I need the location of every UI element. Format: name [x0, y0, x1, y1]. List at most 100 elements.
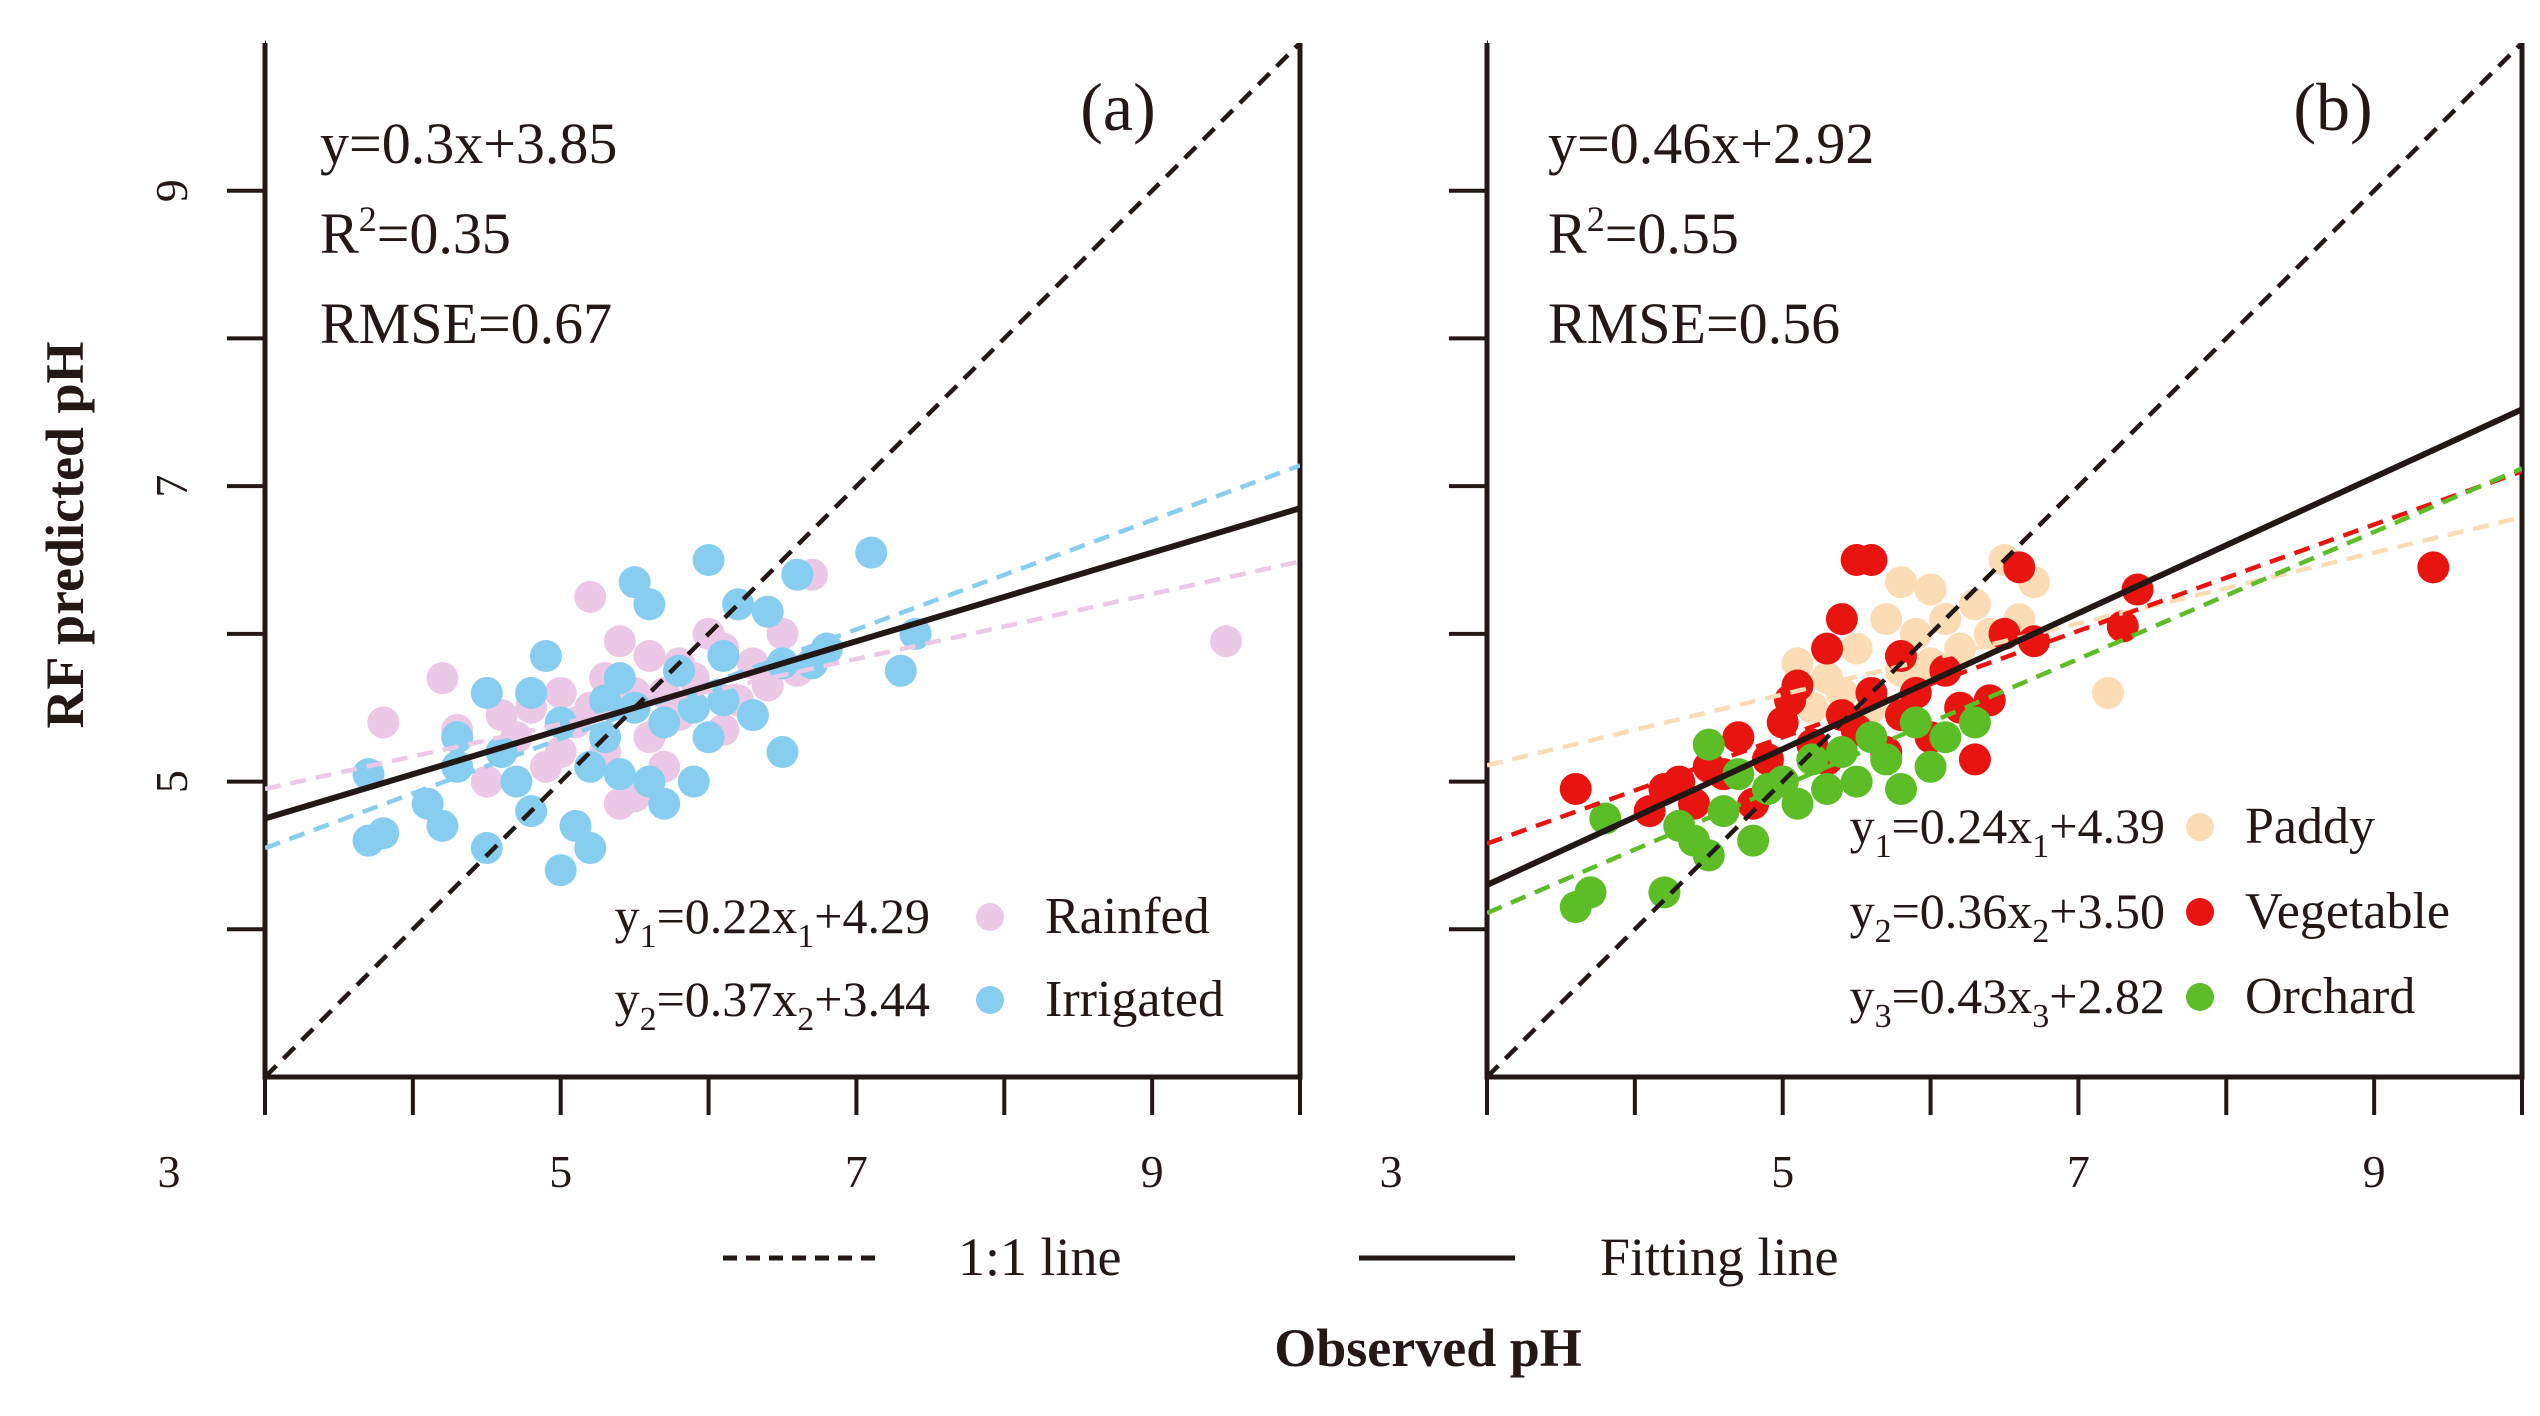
data-point — [648, 787, 681, 820]
data-point — [500, 765, 533, 798]
data-point — [677, 691, 710, 724]
data-point — [707, 640, 740, 673]
series-equation-paddy: y1=0.24x1+4.39 — [1850, 798, 2165, 865]
data-point — [1722, 721, 1755, 754]
data-point — [1958, 706, 1991, 739]
data-point — [470, 676, 503, 709]
data-point — [1781, 787, 1814, 820]
x-tick-label: 7 — [845, 1146, 868, 1197]
stats-rmse: RMSE=0.67 — [320, 291, 612, 356]
data-point — [470, 765, 503, 798]
data-point — [426, 809, 459, 842]
data-point — [648, 706, 681, 739]
stats-r2: R2=0.35 — [320, 199, 511, 266]
x-tick-label: 3 — [1380, 1146, 1403, 1197]
eq-x-sub: 3 — [2032, 998, 2049, 1035]
series-fit-line-vegetable — [1487, 469, 2522, 846]
data-point — [1870, 603, 1903, 636]
x-tick-label: 7 — [2067, 1146, 2090, 1197]
data-point — [2003, 551, 2036, 584]
data-point — [1574, 876, 1607, 909]
stats-equation: y=0.46x+2.92 — [1548, 111, 1874, 176]
x-tick-label: 3 — [158, 1146, 181, 1197]
series-vegetable — [1559, 544, 2450, 828]
data-point — [736, 699, 769, 732]
data-point — [544, 736, 577, 769]
x-tick-label: 5 — [1771, 1146, 1794, 1197]
eq-y-sub: 3 — [1875, 998, 1892, 1035]
axis-frame — [262, 43, 1303, 1080]
stats-r2-prefix: R — [1548, 201, 1587, 266]
legend-label-vegetable: Vegetable — [2245, 883, 2450, 940]
legend-marker-rainfed — [976, 903, 1004, 931]
x-axis-title: Observed pH — [1274, 1318, 1582, 1378]
data-point — [1210, 625, 1243, 658]
eq-tail: +2.82 — [2049, 968, 2165, 1024]
data-point — [1648, 876, 1681, 909]
data-point — [367, 706, 400, 739]
plot-area — [265, 43, 1300, 1077]
overall-fit-line — [265, 505, 1300, 822]
eq-y-sub: 1 — [1875, 828, 1892, 865]
data-point — [1870, 743, 1903, 776]
data-point — [603, 625, 636, 658]
data-point — [426, 662, 459, 695]
series-fit-line-irrigated — [265, 463, 1300, 851]
series-equation-orchard: y3=0.43x3+2.82 — [1850, 968, 2165, 1035]
data-point — [1811, 632, 1844, 665]
eq-x-sub: 2 — [2032, 913, 2049, 950]
plot-area — [1487, 43, 2522, 1077]
legend-solid-label: Fitting line — [1600, 1227, 1839, 1287]
data-point — [677, 765, 710, 798]
legend-dashed-label: 1:1 line — [958, 1227, 1121, 1287]
data-point — [1692, 728, 1725, 761]
eq-mid: =0.24x — [1892, 798, 2033, 854]
data-point — [1840, 765, 1873, 798]
series-irrigated — [352, 536, 932, 887]
eq-y: y — [1850, 968, 1875, 1024]
data-point — [1825, 676, 1858, 709]
eq-y: y — [615, 971, 640, 1027]
data-point — [367, 817, 400, 850]
data-point — [781, 558, 814, 591]
data-point — [1958, 743, 1991, 776]
data-point — [1929, 721, 1962, 754]
data-point — [470, 832, 503, 865]
series-fit-line-orchard — [1487, 466, 2522, 916]
x-tick-label: 9 — [1141, 1146, 1164, 1197]
data-point — [589, 684, 622, 717]
one-to-one-line — [265, 43, 1300, 1077]
data-point — [574, 750, 607, 783]
eq-mid: =0.43x — [1892, 968, 2033, 1024]
data-point — [1840, 632, 1873, 665]
data-point — [692, 544, 725, 576]
legend-marker-vegetable — [2186, 898, 2214, 926]
stats-r2-sup: 2 — [1587, 199, 1605, 239]
eq-y: y — [615, 888, 640, 944]
data-point — [1855, 544, 1888, 576]
data-point — [574, 580, 607, 613]
legend-marker-irrigated — [976, 986, 1004, 1014]
data-point — [1914, 750, 1947, 783]
eq-y-sub: 2 — [640, 1001, 657, 1038]
data-point — [855, 536, 888, 569]
data-point — [1958, 588, 1991, 621]
data-point — [1885, 566, 1917, 599]
y-tick-label: 9 — [146, 179, 197, 202]
stats-equation: y=0.3x+3.85 — [320, 111, 617, 176]
series-equation-vegetable: y2=0.36x2+3.50 — [1850, 883, 2165, 950]
data-point — [441, 721, 474, 754]
data-point — [633, 640, 666, 673]
data-point — [884, 654, 917, 687]
data-point — [1899, 706, 1932, 739]
eq-mid: =0.36x — [1892, 883, 2033, 939]
legend-marker-orchard — [2186, 983, 2214, 1011]
data-point — [1885, 640, 1917, 673]
eq-x-sub: 2 — [797, 1001, 814, 1038]
data-point — [1914, 573, 1947, 606]
data-point — [2106, 610, 2139, 643]
stats-r2-value: =0.55 — [1605, 201, 1739, 266]
data-point — [1707, 795, 1740, 828]
data-point — [515, 676, 548, 709]
